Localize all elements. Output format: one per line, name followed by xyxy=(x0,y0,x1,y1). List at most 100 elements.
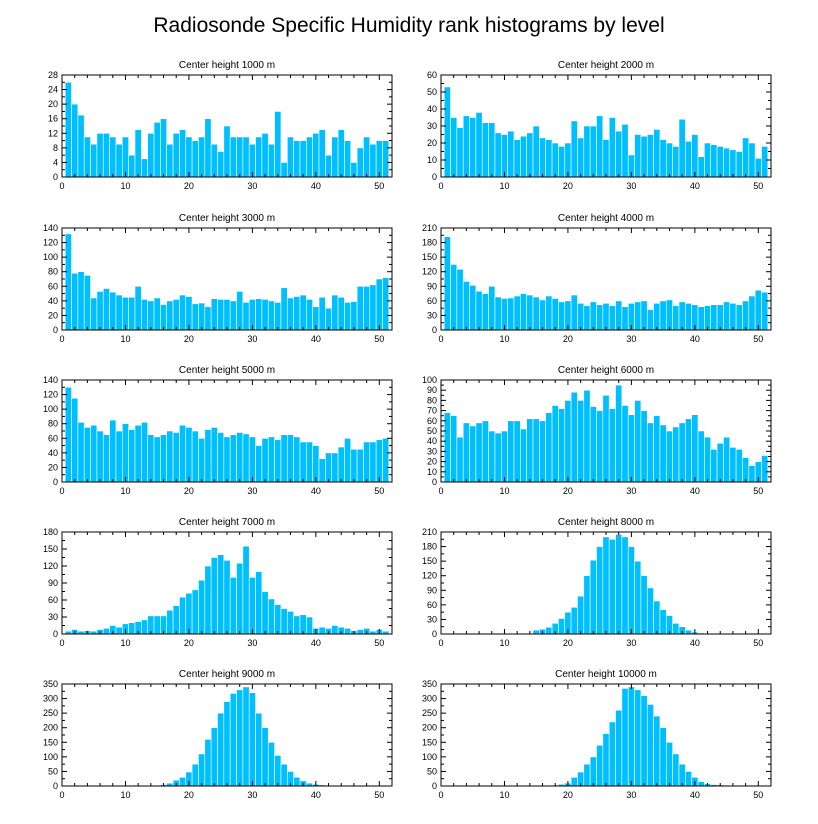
bar xyxy=(160,304,168,331)
bar xyxy=(229,300,237,331)
bar xyxy=(223,299,231,331)
y-tick-label: 200 xyxy=(422,723,437,733)
y-tick-label: 40 xyxy=(427,104,437,114)
bar xyxy=(318,129,326,178)
panel-5: Center height 5000 m 0 10 20 30 40 50 0 20 40 60 80… xyxy=(43,365,393,496)
bar xyxy=(318,626,326,635)
y-tick-label: 0 xyxy=(432,477,437,487)
y-tick-label: 0 xyxy=(432,781,437,791)
bar xyxy=(267,598,275,635)
bar xyxy=(742,457,750,483)
bar xyxy=(450,264,458,331)
x-tick-label: 20 xyxy=(563,486,573,496)
y-tick-label: 90 xyxy=(48,578,58,588)
bar xyxy=(223,436,231,483)
bar xyxy=(564,142,572,178)
bar xyxy=(318,296,326,331)
bar xyxy=(255,445,263,483)
bar xyxy=(621,536,629,635)
x-tick-label: 40 xyxy=(311,334,321,344)
bar xyxy=(166,300,174,331)
x-tick-label: 50 xyxy=(374,486,384,496)
y-tick-label: 200 xyxy=(43,723,58,733)
x-tick-label: 10 xyxy=(499,638,509,648)
bar xyxy=(653,302,661,331)
y-tick-label: 100 xyxy=(43,252,58,262)
bar xyxy=(659,727,667,787)
bar xyxy=(90,424,98,483)
bar xyxy=(507,130,515,178)
bar xyxy=(121,136,129,178)
bar xyxy=(697,156,705,178)
bar xyxy=(678,301,686,331)
x-tick-label: 20 xyxy=(184,790,194,800)
bar xyxy=(469,425,477,483)
bar xyxy=(71,397,79,483)
bar xyxy=(443,86,451,178)
bar xyxy=(210,298,218,331)
bar xyxy=(672,146,680,178)
bar xyxy=(210,727,218,787)
bar xyxy=(210,427,218,483)
bar xyxy=(659,300,667,331)
y-tick-label: 60 xyxy=(427,416,437,426)
bar xyxy=(659,139,667,178)
panel-title: Center height 8000 m xyxy=(558,517,654,528)
bar xyxy=(356,629,364,635)
bar xyxy=(602,536,610,635)
bar xyxy=(583,305,591,331)
bar xyxy=(344,140,352,178)
bar xyxy=(678,763,686,787)
x-tick-label: 0 xyxy=(438,334,443,344)
bar xyxy=(375,140,383,178)
bar xyxy=(83,427,91,483)
bar xyxy=(456,436,464,483)
bar xyxy=(172,132,180,178)
y-tick-label: 90 xyxy=(427,385,437,395)
bar xyxy=(443,236,451,331)
bar xyxy=(382,140,390,178)
bar xyxy=(710,304,718,331)
bar xyxy=(735,449,743,483)
y-tick-label: 28 xyxy=(48,70,58,80)
bar xyxy=(634,134,642,178)
bar xyxy=(115,294,123,331)
bar xyxy=(204,739,212,787)
bar xyxy=(754,289,762,331)
bar xyxy=(331,452,339,483)
bar xyxy=(589,559,597,635)
bar xyxy=(545,295,553,331)
y-tick-label: 250 xyxy=(422,708,437,718)
y-tick-label: 90 xyxy=(427,281,437,291)
bar xyxy=(488,430,496,483)
y-tick-label: 0 xyxy=(53,629,58,639)
bar xyxy=(356,147,364,178)
y-tick-label: 24 xyxy=(48,85,58,95)
bar xyxy=(723,301,731,331)
bar xyxy=(375,439,383,483)
bar xyxy=(665,430,673,483)
bar xyxy=(77,271,85,331)
bar xyxy=(179,596,187,635)
bar xyxy=(261,437,269,483)
bar xyxy=(261,299,269,331)
bar xyxy=(325,154,333,178)
bar xyxy=(640,695,648,787)
bar xyxy=(369,284,377,331)
bar xyxy=(242,302,250,331)
x-tick-label: 10 xyxy=(499,790,509,800)
x-tick-label: 30 xyxy=(626,181,636,191)
panel-title: Center height 2000 m xyxy=(558,60,654,71)
y-tick-label: 120 xyxy=(43,238,58,248)
bar xyxy=(494,432,502,483)
bar xyxy=(312,445,320,483)
x-tick-label: 0 xyxy=(59,486,64,496)
y-tick-label: 150 xyxy=(422,252,437,262)
x-tick-label: 50 xyxy=(374,638,384,648)
bar xyxy=(280,763,288,787)
panel-title: Center height 1000 m xyxy=(179,60,275,71)
bar xyxy=(147,434,155,483)
bar xyxy=(577,137,585,178)
bar xyxy=(242,545,250,635)
bar xyxy=(748,465,756,483)
